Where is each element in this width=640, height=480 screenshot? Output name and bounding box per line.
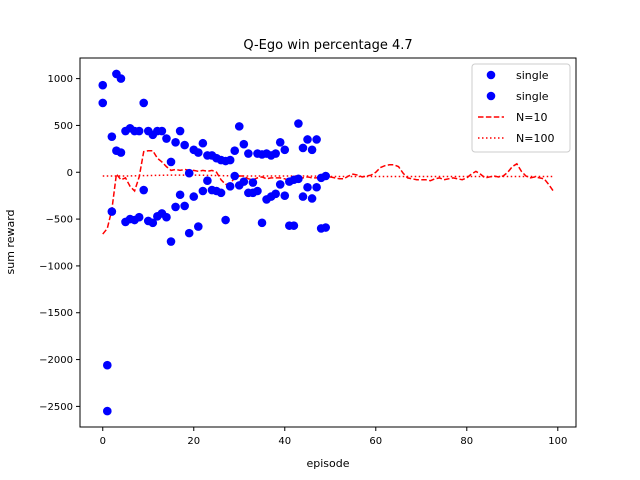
scatter-point [275,180,285,189]
scatter-point [280,145,290,155]
scatter-point [216,188,226,198]
scatter-point [303,182,312,192]
scatter-point [203,176,212,185]
scatter-point [162,212,171,222]
series-line-n10 [102,149,554,235]
legend-label: single [516,90,549,103]
legend-label: single [516,69,549,82]
scatter-point [239,177,249,186]
scatter-point [184,228,194,238]
scatter-point [221,215,230,225]
x-tick-label: 60 [369,436,382,447]
chart-title: Q-Ego win percentage 4.7 [243,38,412,53]
scatter-point [175,190,185,200]
scatter-point [298,143,308,153]
scatter-point [139,98,149,108]
scatter-point [225,155,235,165]
axes-frame [79,57,577,428]
y-tick-label: 0 [67,168,73,179]
scatter-point [184,168,194,178]
scatter-point [294,119,303,128]
scatter-point [198,138,208,148]
scatter-point [321,223,331,232]
scatter-point [271,189,280,199]
legend-label: N=100 [516,132,554,145]
legend-box [471,63,571,153]
scatter-point [244,149,253,158]
scatter-point [280,191,290,200]
scatter-point [275,137,285,147]
scatter-point [139,185,149,195]
scatter-point [98,98,108,108]
scatter-point [253,186,262,196]
scatter-point [294,174,303,184]
scatter-point [107,207,117,216]
scatter-point [189,192,199,201]
y-tick-label: −2500 [39,402,73,413]
scatter-point [194,222,203,231]
scatter-point [307,194,317,203]
axis-ticks: 0 20 40 60 80 100 −2500 −2000 −1500 −1000 −500 0 500… [39,74,567,447]
x-tick-label: 80 [460,436,473,447]
scatter-point [157,126,167,136]
x-tick-label: 100 [548,436,567,447]
x-tick-label: 0 [100,436,106,447]
scatter-point [116,74,126,83]
scatter-point [303,135,312,144]
scatter-point [198,186,208,196]
scatter-point [298,192,308,201]
scatter-point [239,139,249,149]
scatter-point [312,182,321,192]
scatter-point [180,201,189,211]
scatter-point [148,218,158,228]
y-tick-label: 500 [54,121,73,132]
scatter-point [289,221,299,230]
scatter-point [107,132,117,141]
y-tick-label: 1000 [48,74,73,85]
y-tick-label: −500 [46,215,73,226]
scatter-point [271,149,280,158]
scatter-point [98,80,108,90]
scatter-point [116,148,126,157]
legend-label: N=10 [516,111,547,124]
scatter-point [257,218,267,228]
scatter-point [134,212,144,222]
scatter-point [162,134,171,143]
scatter-point [171,137,180,147]
scatter-point [312,135,321,144]
scatter-point [307,145,317,155]
x-tick-label: 40 [278,436,291,447]
legend-marker [486,91,496,101]
legend: single single N=10 N=100 [471,63,571,153]
scatter-point [321,171,331,181]
scatter-point [103,406,112,416]
scatter-point [134,126,144,136]
y-axis-label: sum reward [4,209,17,274]
y-tick-label: −2000 [39,355,73,366]
scatter-point [175,126,185,136]
scatter-point [194,148,203,157]
x-tick-label: 20 [187,436,200,447]
y-tick-label: −1000 [39,261,73,272]
x-axis-label: episode [306,457,349,470]
scatter-point [171,202,180,212]
legend-marker [486,70,496,80]
scatter-point [180,140,189,150]
scatter-point [230,171,240,181]
scatter-point [166,237,176,246]
scatter-point [234,122,244,131]
scatter-point [248,178,258,187]
scatter-point [103,360,112,370]
scatter-point [166,157,176,167]
scatter-point [225,182,235,191]
scatter-point [230,146,240,156]
plot-area [98,69,554,416]
y-tick-label: −1500 [39,308,73,319]
